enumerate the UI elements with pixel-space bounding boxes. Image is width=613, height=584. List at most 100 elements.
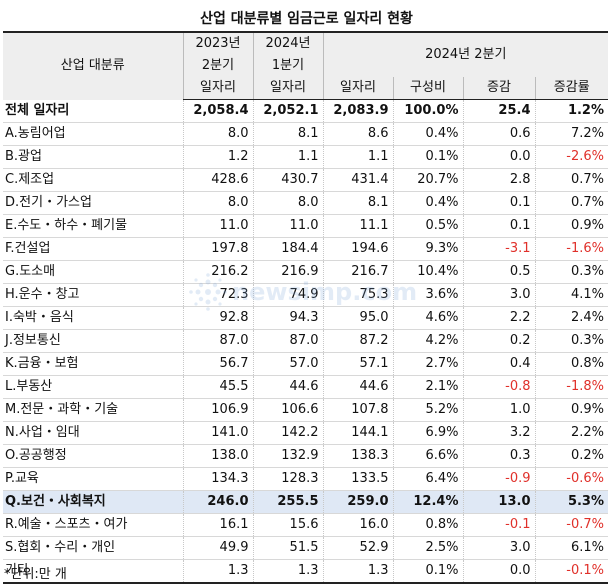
row-label: Q.보건・사회복지 bbox=[3, 490, 183, 514]
cell-jobs-2023q2: 56.7 bbox=[182, 352, 253, 376]
cell-change: 3.2 bbox=[462, 421, 535, 445]
cell-jobs-2023q2: 428.6 bbox=[182, 168, 253, 192]
cell-jobs-2024q2: 52.9 bbox=[322, 536, 393, 560]
table-row: A.농림어업 8.0 8.1 8.6 0.4% 0.6 7.2% bbox=[3, 122, 608, 146]
cell-share: 3.6% bbox=[392, 283, 463, 307]
cell-change-rate: 0.9% bbox=[534, 398, 608, 422]
cell-jobs-2024q1: 184.4 bbox=[252, 237, 323, 261]
cell-jobs-2024q1: 430.7 bbox=[252, 168, 323, 192]
cell-change: 3.0 bbox=[462, 283, 535, 307]
cell-change: 0.1 bbox=[462, 214, 535, 238]
cell-jobs-2023q2: 8.0 bbox=[182, 122, 253, 146]
cell-change-rate: -1.6% bbox=[534, 237, 608, 261]
row-label: E.수도・하수・폐기물 bbox=[5, 218, 128, 233]
table-row: R.예술・스포츠・여가 16.1 15.6 16.0 0.8% -0.1 -0.7% bbox=[3, 513, 608, 537]
cell-jobs-2024q1: 132.9 bbox=[252, 444, 323, 468]
table-row: J.정보통신 87.0 87.0 87.2 4.2% 0.2 0.3% bbox=[3, 329, 608, 353]
cell-jobs-2023q2: 8.0 bbox=[182, 191, 253, 215]
cell-jobs-2023q2: 2,058.4 bbox=[182, 99, 253, 123]
cell-change: 0.5 bbox=[462, 260, 535, 284]
cell-change-rate: -0.7% bbox=[534, 513, 608, 537]
row-label: F.건설업 bbox=[5, 241, 51, 256]
cell-jobs-2024q2: 107.8 bbox=[322, 398, 393, 422]
row-label: N.사업・임대 bbox=[5, 425, 80, 440]
cell-change-rate: 0.3% bbox=[534, 329, 608, 353]
cell-share: 4.6% bbox=[392, 306, 463, 330]
header-share: 구성비 bbox=[392, 77, 463, 100]
table-row: 전체 일자리 2,058.4 2,052.1 2,083.9 100.0% 25.4 1.2… bbox=[3, 99, 608, 123]
cell-jobs-2024q2: 138.3 bbox=[322, 444, 393, 468]
cell-jobs-2024q2: 75.3 bbox=[322, 283, 393, 307]
cell-jobs-2024q2: 144.1 bbox=[322, 421, 393, 445]
cell-change: 0.0 bbox=[462, 559, 535, 583]
cell-jobs-2024q1: 94.3 bbox=[252, 306, 323, 330]
cell-jobs-2024q1: 2,052.1 bbox=[252, 99, 323, 123]
cell-jobs-2023q2: 11.0 bbox=[182, 214, 253, 238]
cell-jobs-2023q2: 1.3 bbox=[182, 559, 253, 583]
cell-jobs-2024q1: 51.5 bbox=[252, 536, 323, 560]
table-row: F.건설업 197.8 184.4 194.6 9.3% -3.1 -1.6% bbox=[3, 237, 608, 261]
cell-share: 0.4% bbox=[392, 191, 463, 215]
cell-share: 0.8% bbox=[392, 513, 463, 537]
table-row: N.사업・임대 141.0 142.2 144.1 6.9% 3.2 2.2% bbox=[3, 421, 608, 445]
cell-share: 6.9% bbox=[392, 421, 463, 445]
cell-jobs-2024q2: 44.6 bbox=[322, 375, 393, 399]
cell-jobs-2024q1: 255.5 bbox=[252, 490, 323, 514]
cell-jobs-2023q2: 106.9 bbox=[182, 398, 253, 422]
row-label: A.농림어업 bbox=[5, 126, 66, 141]
cell-share: 2.7% bbox=[392, 352, 463, 376]
cell-share: 0.1% bbox=[392, 559, 463, 583]
cell-change: -0.8 bbox=[462, 375, 535, 399]
cell-change-rate: -0.1% bbox=[534, 559, 608, 583]
cell-change: 25.4 bbox=[462, 99, 535, 123]
cell-change-rate: 0.2% bbox=[534, 444, 608, 468]
cell-change-rate: 0.8% bbox=[534, 352, 608, 376]
cell-jobs-2024q2: 259.0 bbox=[322, 490, 393, 514]
cell-jobs-2024q1: 142.2 bbox=[252, 421, 323, 445]
table-row: E.수도・하수・폐기물 11.0 11.0 11.1 0.5% 0.1 0.9% bbox=[3, 214, 608, 238]
table-row: G.도소매 216.2 216.9 216.7 10.4% 0.5 0.3% bbox=[3, 260, 608, 284]
cell-jobs-2023q2: 45.5 bbox=[182, 375, 253, 399]
cell-change: 0.3 bbox=[462, 444, 535, 468]
cell-change-rate: 0.7% bbox=[534, 168, 608, 192]
cell-jobs-2024q1: 11.0 bbox=[252, 214, 323, 238]
header-2024q2-group: 2024년 2분기 bbox=[322, 32, 608, 77]
cell-jobs-2024q1: 44.6 bbox=[252, 375, 323, 399]
cell-change: -3.1 bbox=[462, 237, 535, 261]
cell-change: 3.0 bbox=[462, 536, 535, 560]
cell-share: 5.2% bbox=[392, 398, 463, 422]
cell-share: 0.4% bbox=[392, 122, 463, 146]
row-label: 전체 일자리 bbox=[5, 102, 70, 118]
cell-jobs-2024q2: 1.3 bbox=[322, 559, 393, 583]
cell-jobs-2023q2: 197.8 bbox=[182, 237, 253, 261]
cell-jobs-2024q2: 2,083.9 bbox=[322, 99, 393, 123]
cell-share: 6.4% bbox=[392, 467, 463, 491]
cell-change: 0.2 bbox=[462, 329, 535, 353]
cell-jobs-2024q2: 194.6 bbox=[322, 237, 393, 261]
cell-jobs-2023q2: 216.2 bbox=[182, 260, 253, 284]
cell-share: 6.6% bbox=[392, 444, 463, 468]
row-label: D.전기・가스업 bbox=[5, 195, 92, 210]
cell-change-rate: -0.6% bbox=[534, 467, 608, 491]
cell-jobs-2024q2: 87.2 bbox=[322, 329, 393, 353]
table-row: 기타 1.3 1.3 1.3 0.1% 0.0 -0.1% bbox=[3, 559, 608, 583]
row-label: 기타 bbox=[5, 563, 29, 578]
table-row: P.교육 134.3 128.3 133.5 6.4% -0.9 -0.6% bbox=[3, 467, 608, 491]
header-2023-quarter: 2분기 bbox=[182, 55, 253, 77]
cell-change: 2.2 bbox=[462, 306, 535, 330]
cell-jobs-2023q2: 1.2 bbox=[182, 145, 253, 169]
cell-jobs-2024q2: 57.1 bbox=[322, 352, 393, 376]
unit-note: *단위:만 개 bbox=[4, 567, 67, 582]
cell-change: -0.9 bbox=[462, 467, 535, 491]
cell-change-rate: 0.3% bbox=[534, 260, 608, 284]
cell-jobs-2024q1: 128.3 bbox=[252, 467, 323, 491]
row-label: K.금융・보험 bbox=[5, 356, 79, 371]
cell-jobs-2024q1: 15.6 bbox=[252, 513, 323, 537]
cell-share: 2.5% bbox=[392, 536, 463, 560]
cell-jobs-2024q2: 216.7 bbox=[322, 260, 393, 284]
header-jobs-2024q1: 일자리 bbox=[252, 77, 323, 100]
row-label: O.공공행정 bbox=[5, 448, 67, 463]
cell-change: 0.4 bbox=[462, 352, 535, 376]
cell-change-rate: 1.2% bbox=[534, 99, 608, 123]
row-label: L.부동산 bbox=[5, 379, 53, 394]
